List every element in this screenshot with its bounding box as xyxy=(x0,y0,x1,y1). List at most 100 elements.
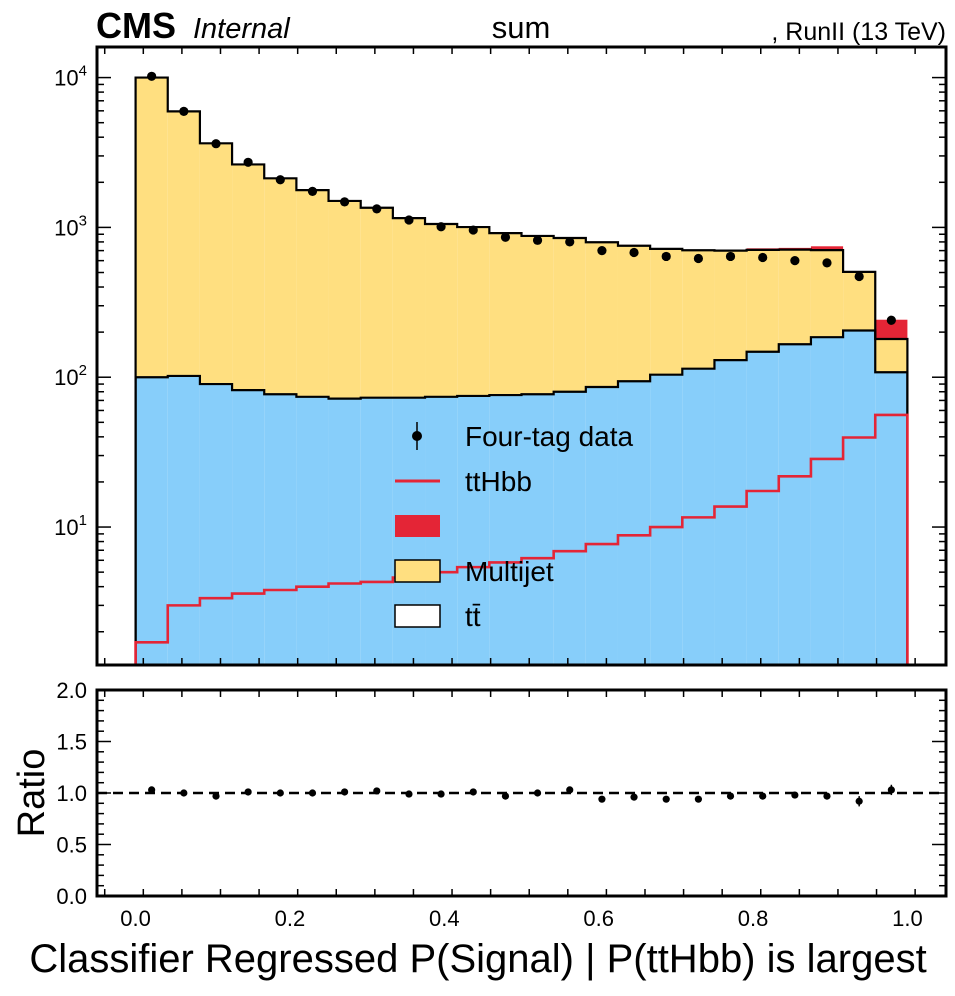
data-point xyxy=(436,222,445,231)
ttbar-bar xyxy=(811,337,843,665)
ratio-point xyxy=(212,792,219,799)
multijet-bar xyxy=(136,78,168,378)
legend-label: ttHbb xyxy=(465,466,532,497)
data-point xyxy=(565,237,574,246)
multijet-bar xyxy=(650,249,682,375)
data-point xyxy=(501,233,510,242)
data-point xyxy=(694,254,703,263)
ratio-point xyxy=(695,796,702,803)
ratio-y-axis-label: Ratio xyxy=(11,749,53,838)
ratio-point xyxy=(437,790,444,797)
data-point xyxy=(533,236,542,245)
ratio-point xyxy=(534,789,541,796)
ratio-y-tick-label: 0.5 xyxy=(56,833,87,858)
ttbar-bar xyxy=(714,360,746,665)
ratio-point xyxy=(148,786,155,793)
y-tick-label: 101 xyxy=(54,512,87,540)
ttbar-bar xyxy=(136,377,168,665)
data-point xyxy=(790,256,799,265)
ttbar-bar xyxy=(329,399,361,665)
y-tick-label: 104 xyxy=(54,63,87,91)
lumi-label: , RunII (13 TeV) xyxy=(771,18,946,46)
ratio-point xyxy=(341,788,348,795)
legend-data-marker xyxy=(412,431,422,441)
ttbar-bar xyxy=(779,344,811,665)
multijet-bar xyxy=(554,238,586,392)
ratio-point xyxy=(791,791,798,798)
data-point xyxy=(372,204,381,213)
multijet-bar xyxy=(457,227,489,396)
multijet-bar xyxy=(489,233,521,395)
legend-label: Four-tag data xyxy=(465,421,634,452)
multijet-bar xyxy=(875,339,907,372)
ratio-point xyxy=(856,798,863,805)
ratio-point xyxy=(566,786,573,793)
ratio-point xyxy=(888,786,895,793)
x-tick-label: 0.6 xyxy=(583,906,614,931)
ttbar-bar xyxy=(747,352,779,665)
data-point xyxy=(855,272,864,281)
legend-fill-swatch xyxy=(395,605,440,627)
multijet-bar xyxy=(393,218,425,398)
data-point xyxy=(662,252,671,261)
ttbar-bar xyxy=(361,398,393,665)
ttbar-bar xyxy=(264,394,296,665)
multijet-bar xyxy=(329,201,361,399)
ratio-point xyxy=(759,792,766,799)
data-point xyxy=(147,72,156,81)
status-label: Internal xyxy=(193,13,291,45)
x-tick-label: 0.8 xyxy=(738,906,769,931)
ttbar-bar xyxy=(232,390,264,665)
multijet-bar xyxy=(747,250,779,352)
ratio-point xyxy=(727,792,734,799)
ratio-point xyxy=(502,792,509,799)
x-tick-label: 1.0 xyxy=(892,906,923,931)
ratio-point xyxy=(405,790,412,797)
ratio-point xyxy=(277,789,284,796)
data-point xyxy=(340,197,349,206)
x-tick-label: 0.2 xyxy=(275,906,306,931)
data-point xyxy=(469,225,478,234)
y-tick-label: 103 xyxy=(54,212,87,240)
multijet-bar xyxy=(264,178,296,394)
ttbar-bar xyxy=(843,331,875,665)
ratio-point xyxy=(180,789,187,796)
multijet-bar xyxy=(425,224,457,397)
data-point xyxy=(887,316,896,325)
ttbar-bar xyxy=(200,384,232,665)
ratio-y-tick-label: 1.5 xyxy=(56,730,87,755)
ttbar-bar xyxy=(650,375,682,665)
y-tick-label: 102 xyxy=(54,362,87,390)
ratio-point xyxy=(823,792,830,799)
data-point xyxy=(211,139,220,148)
ratio-y-tick-label: 0.0 xyxy=(56,884,87,909)
ratio-y-tick-label: 2.0 xyxy=(56,678,87,703)
legend-label: tt̄ xyxy=(465,601,481,632)
ttbar-bar xyxy=(168,376,200,665)
multijet-bar xyxy=(618,246,650,381)
data-point xyxy=(758,253,767,262)
legend-fill-swatch xyxy=(395,515,440,537)
data-point xyxy=(276,175,285,184)
data-point xyxy=(629,248,638,257)
ratio-point xyxy=(630,794,637,801)
legend-fill-swatch xyxy=(395,560,440,582)
multijet-bar xyxy=(522,236,554,394)
data-point xyxy=(244,158,253,167)
data-point xyxy=(308,187,317,196)
multijet-bar xyxy=(714,251,746,361)
ratio-point xyxy=(470,788,477,795)
multijet-bar xyxy=(361,208,393,398)
data-point xyxy=(179,107,188,116)
data-point xyxy=(822,258,831,267)
data-point xyxy=(726,252,735,261)
ratio-point xyxy=(373,787,380,794)
multijet-bar xyxy=(682,250,714,368)
multijet-bar xyxy=(200,143,232,384)
multijet-bar xyxy=(296,190,328,397)
x-tick-label: 0.4 xyxy=(429,906,460,931)
ratio-point xyxy=(309,789,316,796)
ratio-point xyxy=(663,796,670,803)
